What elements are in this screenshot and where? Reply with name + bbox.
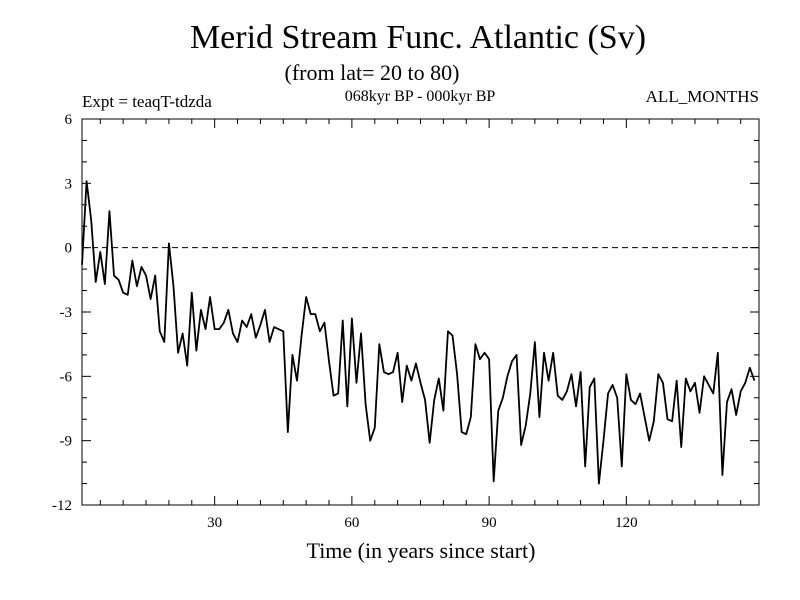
x-tick-label: 30	[207, 515, 222, 531]
y-tick-label: -12	[52, 498, 72, 514]
x-axis-label: Time (in years since start)	[307, 538, 536, 563]
y-tick-label: -3	[60, 305, 73, 321]
chart-title: Merid Stream Func. Atlantic (Sv)	[190, 19, 646, 56]
experiment-label: Expt = teaqT-tdzda	[82, 92, 212, 111]
axis-ticks	[82, 118, 759, 506]
y-tick-label: -9	[60, 434, 73, 450]
y-tick-label: 6	[65, 112, 73, 128]
y-tick-label: -6	[60, 369, 73, 385]
x-tick-label: 90	[482, 515, 497, 531]
plot-frame	[81, 118, 760, 506]
months-label: ALL_MONTHS	[646, 87, 759, 106]
x-tick-label: 120	[615, 515, 638, 531]
y-tick-label: 0	[65, 241, 73, 257]
period-label: 068kyr BP - 000kyr BP	[345, 88, 496, 105]
y-tick-label: 3	[65, 176, 73, 192]
chart-subtitle: (from lat= 20 to 80)	[285, 60, 460, 85]
x-tick-label: 60	[344, 515, 359, 531]
series-line	[81, 180, 756, 485]
